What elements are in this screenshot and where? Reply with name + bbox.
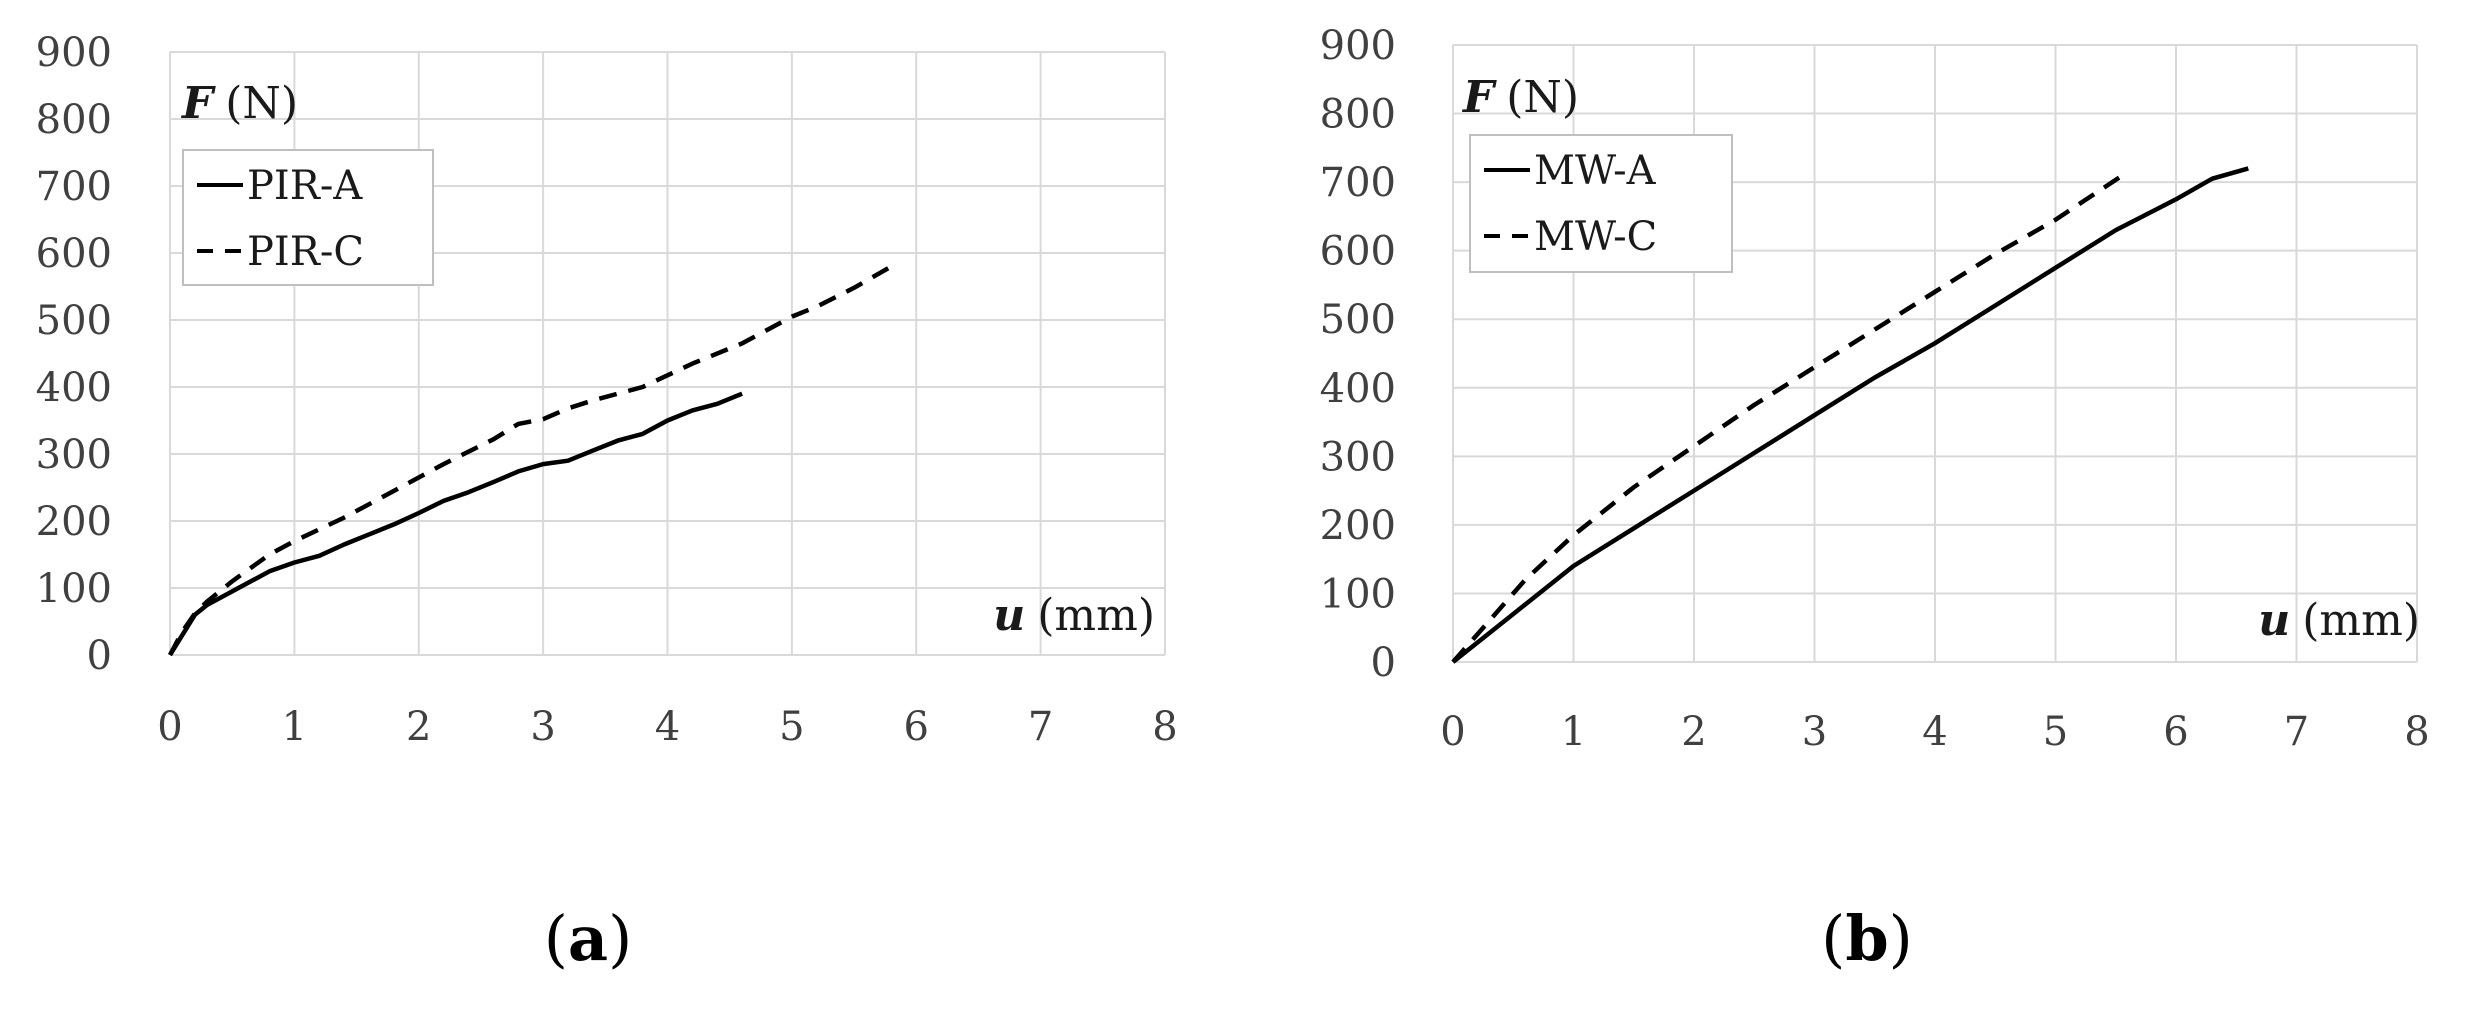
panel-label-open-paren: ( xyxy=(544,902,568,975)
chart-panel-a: 0 1 2 3 4 5 6 7 8 0 100 200 300 400 500 600 700 800 900 F (N… xyxy=(36,30,1178,975)
x-axis-unit: (mm) xyxy=(1037,590,1155,641)
x-tick-label: 1 xyxy=(1561,709,1586,755)
legend: PIR-A PIR-C xyxy=(182,149,434,286)
panel-label-letter: b xyxy=(1845,902,1888,975)
x-tick-label: 3 xyxy=(1802,709,1827,755)
y-tick-label: 700 xyxy=(36,164,112,210)
y-tick-label: 700 xyxy=(1320,160,1396,206)
y-tick-label: 600 xyxy=(36,231,112,277)
y-axis-symbol: F xyxy=(180,78,216,129)
legend-label: MW-C xyxy=(1534,214,1657,260)
x-axis-title: u (mm) xyxy=(993,590,1155,641)
y-axis-symbol: F xyxy=(1461,72,1497,123)
y-axis-title: F (N) xyxy=(1461,72,1579,123)
x-axis-unit: (mm) xyxy=(2302,595,2420,646)
series-line-mw-a xyxy=(1451,166,2249,664)
x-tick-label: 6 xyxy=(2163,709,2188,755)
y-tick-label: 800 xyxy=(36,97,112,143)
x-tick-label: 4 xyxy=(1922,709,1947,755)
legend-label: MW-A xyxy=(1534,148,1657,194)
x-tick-label: 3 xyxy=(530,704,555,750)
y-tick-label: 900 xyxy=(1320,23,1396,69)
x-tick-label: 0 xyxy=(1440,709,1465,755)
x-tick-label: 1 xyxy=(282,704,307,750)
legend-box xyxy=(1469,134,1733,273)
x-tick-label: 2 xyxy=(406,704,431,750)
y-tick-label: 100 xyxy=(36,566,112,612)
series-line-pir-a xyxy=(168,391,743,657)
y-tick-label: 200 xyxy=(1320,503,1396,549)
x-tick-label: 5 xyxy=(779,704,804,750)
y-tick-label: 400 xyxy=(1320,366,1396,412)
y-tick-label: 100 xyxy=(1320,571,1396,617)
legend-box xyxy=(182,149,434,286)
y-tick-label: 900 xyxy=(36,30,112,76)
panel-label-open-paren: ( xyxy=(1821,902,1845,975)
x-tick-label: 6 xyxy=(904,704,929,750)
y-tick-label: 300 xyxy=(1320,434,1396,480)
x-tick-label: 8 xyxy=(2404,709,2429,755)
x-tick-label: 5 xyxy=(2043,709,2068,755)
series-line-pir-c xyxy=(168,264,893,657)
y-axis-unit: (N) xyxy=(1506,72,1579,123)
y-tick-label: 200 xyxy=(36,499,112,545)
x-axis-symbol: u xyxy=(2258,595,2290,646)
chart-panel-b: 0 1 2 3 4 5 6 7 8 0 100 200 300 400 500 600 700 800 900 F (N… xyxy=(1320,23,2430,975)
y-tick-label: 500 xyxy=(36,298,112,344)
panel-label-letter: a xyxy=(568,902,608,975)
panel-label-close-paren: ) xyxy=(608,902,632,975)
y-tick-label: 300 xyxy=(36,432,112,478)
y-axis-title: F (N) xyxy=(180,78,298,129)
y-tick-label: 400 xyxy=(36,365,112,411)
x-tick-label: 7 xyxy=(2284,709,2309,755)
x-axis-title: u (mm) xyxy=(2258,595,2420,646)
x-tick-label: 8 xyxy=(1152,704,1177,750)
y-tick-label: 0 xyxy=(87,633,112,679)
panel-label: (a) xyxy=(544,902,633,975)
x-tick-label: 0 xyxy=(157,704,182,750)
y-tick-label: 0 xyxy=(1371,640,1396,686)
y-tick-label: 600 xyxy=(1320,229,1396,275)
y-tick-label: 800 xyxy=(1320,92,1396,138)
panel-label-close-paren: ) xyxy=(1889,902,1913,975)
y-axis-unit: (N) xyxy=(225,78,298,129)
legend-label: PIR-C xyxy=(247,229,364,275)
series-line-mw-c xyxy=(1451,169,2130,664)
y-tick-label: 500 xyxy=(1320,297,1396,343)
panel-label: (b) xyxy=(1821,902,1913,975)
x-tick-label: 7 xyxy=(1028,704,1053,750)
x-tick-label: 2 xyxy=(1681,709,1706,755)
x-tick-label: 4 xyxy=(655,704,680,750)
x-axis-symbol: u xyxy=(993,590,1025,641)
legend: MW-A MW-C xyxy=(1469,134,1733,273)
legend-label: PIR-A xyxy=(247,163,363,209)
